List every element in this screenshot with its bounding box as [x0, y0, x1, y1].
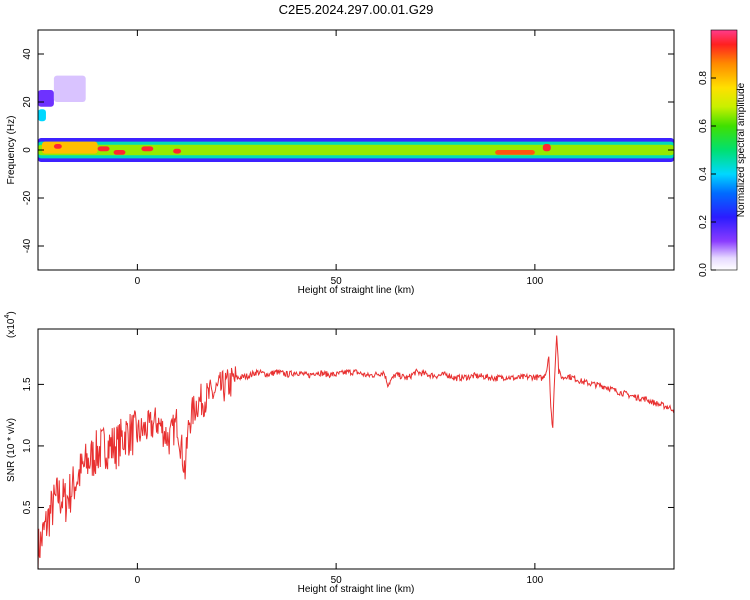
colorbar-label: Normalized spectral amplitude	[736, 82, 747, 217]
snr-y-multiplier-exponent: 4	[4, 315, 11, 319]
colorbar-tick-label: 0.0	[698, 263, 709, 277]
spectrogram-band-4	[53, 144, 62, 149]
spectrogram-x-ticks: 0 50 100	[135, 30, 544, 287]
spectrogram-band-6	[113, 150, 126, 155]
spectrogram-band-3	[41, 141, 98, 154]
snr-y-tick-label: 1.0	[22, 439, 33, 453]
spectrogram-y-tick-label: 20	[22, 96, 33, 108]
snr-x-tick-label: 50	[331, 575, 343, 586]
spectrogram-y-axis-label: Frequency (Hz)	[6, 116, 17, 185]
colorbar-tick-label: 0.8	[698, 71, 709, 85]
colorbar: 0.0 0.2 0.4 0.6 0.8 Normalized spectral ampl…	[698, 29, 747, 277]
spectrogram-band-11	[38, 109, 46, 122]
snr-series-line	[38, 335, 674, 569]
spectrogram-x-axis-label: Height of straight line (km)	[298, 285, 415, 296]
spectrogram-band-9	[495, 150, 535, 155]
snr-y-multiplier: (x104)	[4, 311, 17, 338]
snr-x-tick-label: 0	[135, 575, 141, 586]
snr-x-tick-label: 100	[527, 575, 544, 586]
spectrogram-band-7	[141, 146, 154, 152]
colorbar-gradient	[710, 29, 738, 271]
spectrogram-x-tick-label: 50	[331, 276, 343, 287]
spectrogram-bands	[38, 75, 674, 162]
snr-plot-background	[38, 329, 674, 569]
figure-title: C2E5.2024.297.00.01.G29	[279, 2, 434, 17]
spectrogram-band-8	[173, 148, 182, 154]
snr-x-ticks: 0 50 100	[135, 329, 544, 586]
snr-y-multiplier-close: )	[6, 311, 17, 314]
colorbar-ticks: 0.0 0.2 0.4 0.6 0.8	[698, 71, 716, 277]
spectrogram-band-12	[38, 90, 54, 107]
spectrogram-band-5	[97, 146, 110, 152]
snr-x-axis-label: Height of straight line (km)	[298, 584, 415, 595]
spectrogram-band-10	[542, 144, 551, 152]
spectrogram-panel: 0 50 100 -40 -20 0 20 40 Height of straight li…	[6, 29, 675, 296]
snr-y-tick-label: 0.5	[22, 500, 33, 514]
spectrogram-x-tick-label: 0	[135, 276, 141, 287]
spectrogram-band-2	[38, 144, 674, 156]
colorbar-tick-label: 0.2	[698, 215, 709, 229]
snr-y-tick-label: 1.5	[22, 377, 33, 391]
spectrogram-y-tick-label: -40	[22, 238, 33, 253]
spectrogram-band-13	[53, 75, 86, 102]
spectrogram-y-tick-label: 0	[22, 147, 33, 153]
snr-y-axis-label: SNR (10 * v/v)	[6, 418, 17, 482]
snr-frame	[37, 328, 675, 570]
spectrogram-y-ticks: -40 -20 0 20 40	[22, 48, 674, 253]
colorbar-tick-label: 0.6	[698, 119, 709, 133]
snr-y-multiplier-base: (x10	[6, 318, 17, 338]
colorbar-tick-label: 0.4	[698, 167, 709, 181]
spectrogram-y-tick-label: -20	[22, 190, 33, 205]
snr-y-ticks: 0.5 1.0 1.5	[22, 377, 674, 514]
spectrogram-y-tick-label: 40	[22, 48, 33, 60]
spectrogram-x-tick-label: 100	[527, 276, 544, 287]
snr-panel: 0 50 100 0.5 1.0 1.5 Height of straight line…	[4, 311, 675, 595]
